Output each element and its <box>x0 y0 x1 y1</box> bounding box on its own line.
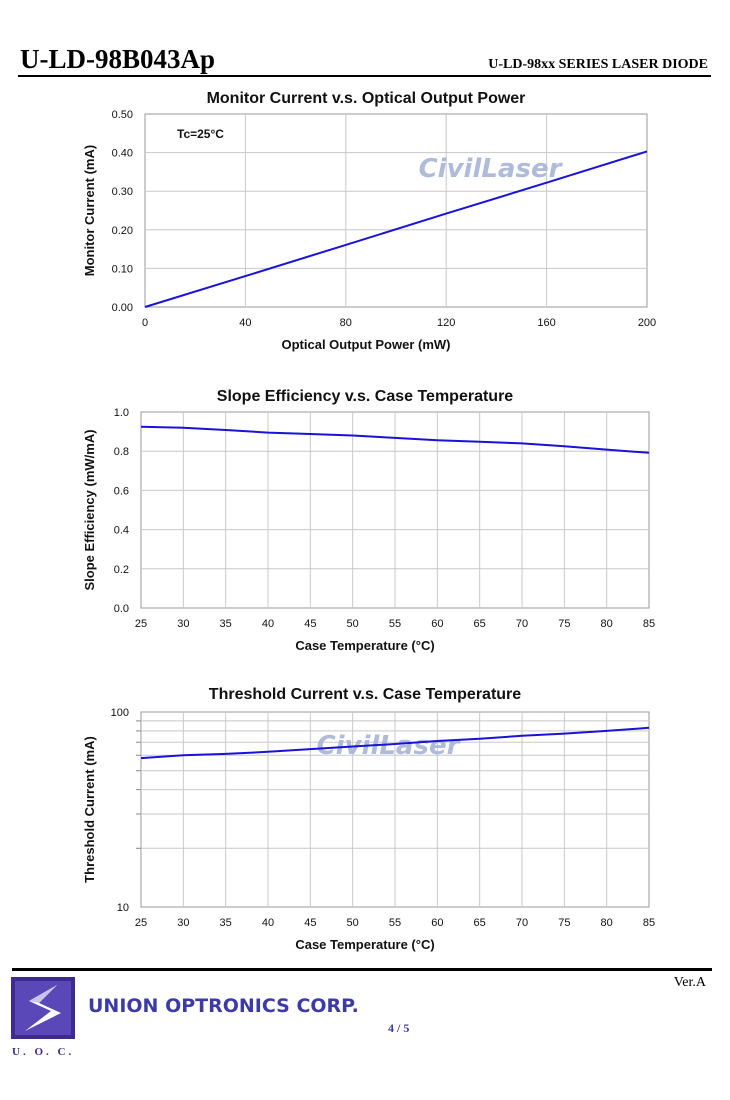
x-tick-label: 80 <box>340 317 352 329</box>
x-tick-label: 50 <box>347 917 359 929</box>
plot-frame <box>144 113 648 308</box>
y-tick-label: 10 <box>117 902 129 914</box>
x-tick-label: 40 <box>262 917 274 929</box>
header-divider <box>18 75 711 77</box>
x-tick-label: 30 <box>177 618 189 630</box>
x-tick-label: 85 <box>643 618 655 630</box>
y-tick-label: 0.2 <box>114 564 129 576</box>
y-axis-label: Monitor Current (mA) <box>82 145 97 276</box>
x-tick-label: 55 <box>389 917 401 929</box>
x-tick-label: 200 <box>638 317 656 329</box>
y-tick-label: 1.0 <box>114 407 129 419</box>
x-tick-label: 85 <box>643 917 655 929</box>
uoc-logo-icon <box>11 977 75 1039</box>
y-tick-label: 0.0 <box>114 603 129 615</box>
x-axis-label: Case Temperature (°C) <box>295 937 434 952</box>
x-tick-label: 25 <box>135 618 147 630</box>
footer-divider <box>12 968 712 971</box>
page-number: 4 / 5 <box>388 1021 410 1035</box>
x-tick-label: 75 <box>558 917 570 929</box>
x-tick-label: 35 <box>220 618 232 630</box>
y-axis-label: Threshold Current (mA) <box>82 736 97 883</box>
x-tick-label: 60 <box>431 917 443 929</box>
x-tick-label: 120 <box>437 317 455 329</box>
y-tick-label: 0.50 <box>112 109 133 121</box>
y-axis-label: Slope Efficiency (mW/mA) <box>82 429 97 590</box>
series-line <box>140 726 650 760</box>
chart-title: Monitor Current v.s. Optical Output Powe… <box>207 90 526 107</box>
chart-title: Slope Efficiency v.s. Case Temperature <box>217 388 514 405</box>
x-tick-label: 45 <box>304 917 316 929</box>
x-tick-label: 70 <box>516 618 528 630</box>
document-series-title: U-LD-98xx SERIES LASER DIODE <box>488 57 708 72</box>
x-axis-label: Case Temperature (°C) <box>295 638 434 653</box>
x-tick-label: 65 <box>474 917 486 929</box>
y-tick-label: 0.00 <box>112 302 133 314</box>
version-label: Ver.A <box>673 975 706 990</box>
watermark-label: CivilLaser <box>419 154 564 184</box>
x-tick-label: 60 <box>431 618 443 630</box>
watermark-label: CivilLaser <box>317 731 462 761</box>
y-tick-label: 0.40 <box>112 148 133 160</box>
monitor-current-chart: Monitor Current v.s. Optical Output Powe… <box>82 90 656 352</box>
series-line <box>140 425 650 454</box>
y-tick-label: 0.10 <box>112 263 133 275</box>
logo-caption: U. O. C. <box>12 1046 75 1058</box>
x-tick-label: 40 <box>239 317 251 329</box>
x-tick-label: 35 <box>220 917 232 929</box>
annotation-label: Tc=25°C <box>177 127 224 141</box>
company-name: UNION OPTRONICS CORP. <box>88 995 359 1017</box>
y-tick-label: 0.8 <box>114 446 129 458</box>
x-tick-label: 50 <box>347 618 359 630</box>
x-tick-label: 30 <box>177 917 189 929</box>
y-tick-label: 0.6 <box>114 485 129 497</box>
x-tick-label: 25 <box>135 917 147 929</box>
x-tick-label: 80 <box>601 618 613 630</box>
x-tick-label: 40 <box>262 618 274 630</box>
slope-efficiency-chart: Slope Efficiency v.s. Case Temperature 25… <box>82 388 655 653</box>
x-tick-label: 75 <box>558 618 570 630</box>
x-tick-label: 80 <box>601 917 613 929</box>
x-tick-label: 65 <box>474 618 486 630</box>
chart-title: Threshold Current v.s. Case Temperature <box>209 686 521 703</box>
x-axis-label: Optical Output Power (mW) <box>282 337 451 352</box>
x-tick-label: 70 <box>516 917 528 929</box>
x-tick-label: 160 <box>537 317 555 329</box>
y-tick-label: 0.30 <box>112 186 133 198</box>
y-tick-label: 0.20 <box>112 225 133 237</box>
x-tick-label: 0 <box>142 317 148 329</box>
x-tick-label: 45 <box>304 618 316 630</box>
threshold-current-chart: Threshold Current v.s. Case Temperature 2… <box>82 686 655 952</box>
x-tick-label: 55 <box>389 618 401 630</box>
y-tick-label: 0.4 <box>114 525 129 537</box>
series-line <box>144 150 648 308</box>
document-model-title: U-LD-98B043Ap <box>20 44 216 74</box>
y-tick-label: 100 <box>111 707 129 719</box>
